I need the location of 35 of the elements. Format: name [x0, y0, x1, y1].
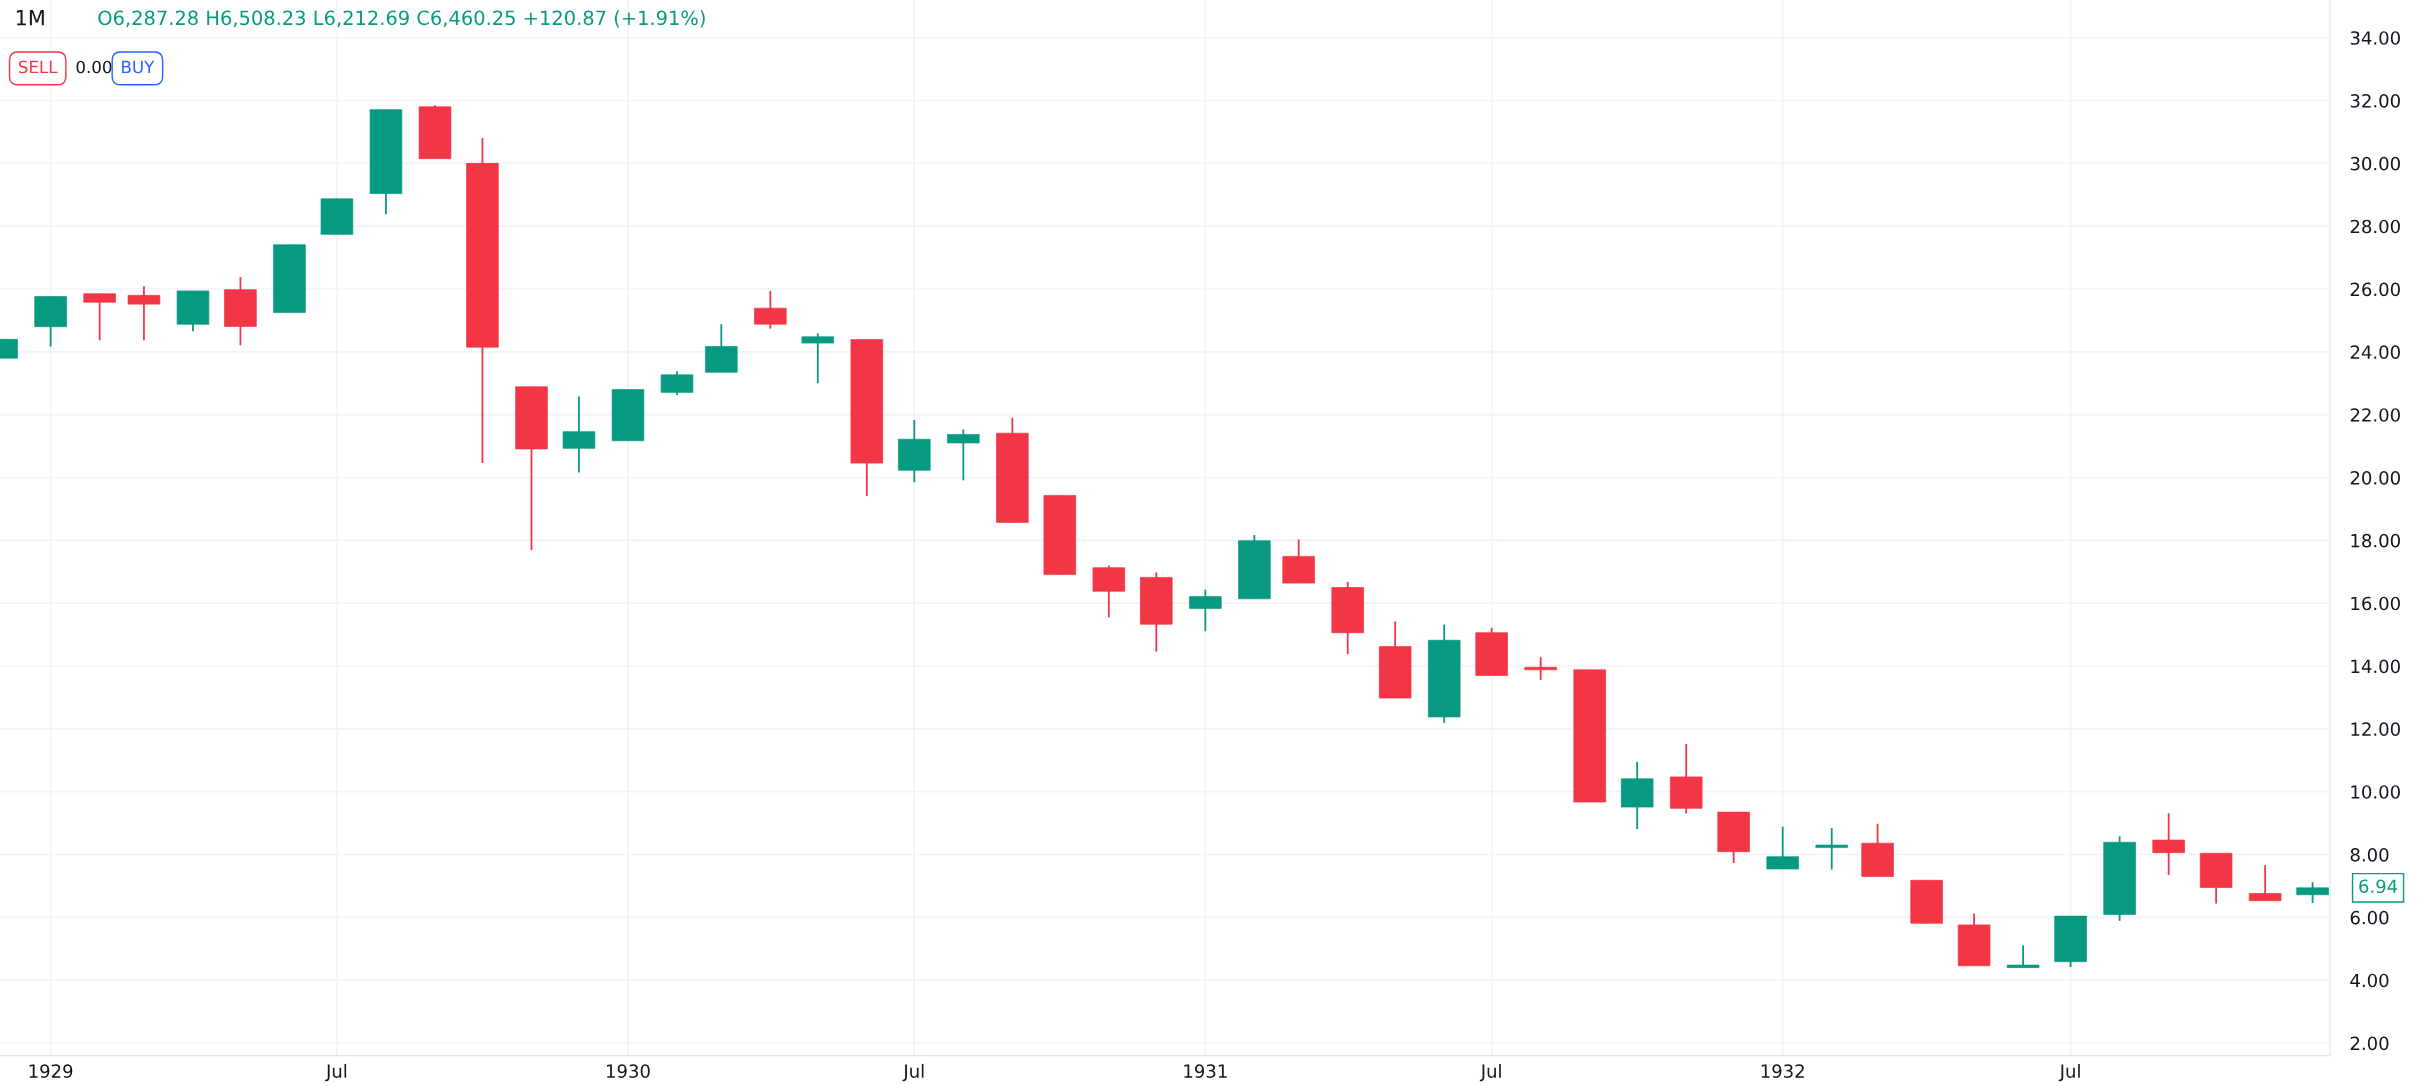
chart-title: 1M [16, 10, 44, 26]
y-tick-label: 6.00 [2350, 910, 2389, 925]
y-tick-label: 2.00 [2350, 1036, 2389, 1051]
annotation: 6.94 [2359, 879, 2398, 894]
y-tick-label: 12.00 [2351, 722, 2400, 736]
x-tick-label: Jul [325, 1063, 347, 1082]
annotation: 0.00 [76, 60, 112, 74]
x-tick-label: Jul [1479, 1063, 1501, 1082]
y-tick-label: 26.00 [2350, 282, 2400, 297]
y-tick-label: 18.00 [2351, 533, 2400, 548]
y-tick-label: 34.00 [2350, 31, 2400, 45]
y-tick-label: 10.00 [2351, 785, 2400, 799]
y-tick-label: 24.00 [2350, 345, 2400, 359]
y-tick-label: 4.00 [2350, 973, 2389, 988]
candlestick [1815, 827, 1848, 871]
y-tick-label: 16.00 [2351, 596, 2400, 611]
x-tick-label: 1931 [1184, 1064, 1227, 1078]
x-tick-label: Jul [902, 1063, 924, 1082]
x-tick-label: 1932 [1761, 1064, 1804, 1078]
candlestick [801, 332, 835, 385]
y-tick-label: 8.00 [2350, 847, 2389, 862]
y-tick-label: 22.00 [2350, 408, 2400, 422]
annotation: BUY [122, 60, 155, 74]
x-tick-label: 1929 [29, 1064, 73, 1078]
y-tick-label: 14.00 [2351, 659, 2400, 674]
y-tick-label: 28.00 [2350, 219, 2400, 234]
y-tick-label: 32.00 [2350, 93, 2400, 108]
y-tick-label: 30.00 [2350, 156, 2400, 171]
x-tick-label: 1930 [606, 1064, 650, 1078]
y-tick-label: 20.00 [2350, 470, 2400, 485]
x-tick-label: Jul [2058, 1063, 2080, 1082]
annotation: SELL [18, 60, 58, 74]
candlestick [127, 285, 161, 342]
candlestick [1524, 656, 1557, 681]
annotation: O6,287.28 H6,508.23 L6,212.69 C6,460.25 +120.87 (+1.91%) [98, 10, 705, 28]
